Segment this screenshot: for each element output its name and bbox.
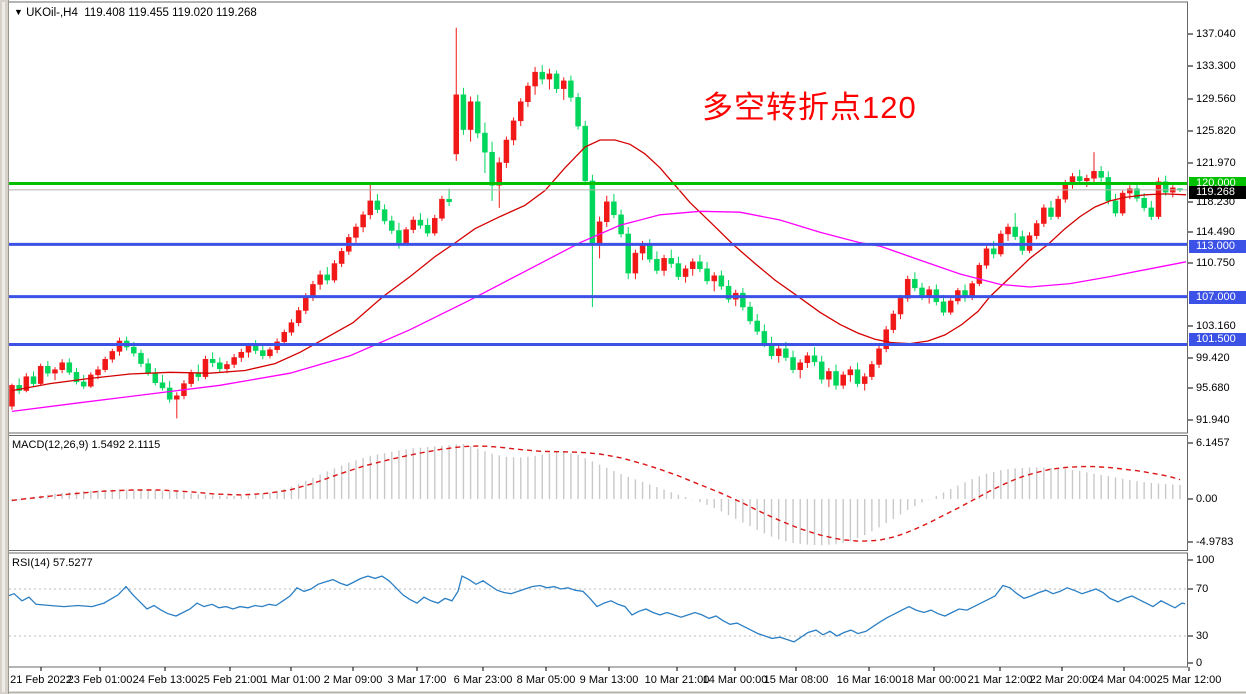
time-axis-label: 8 Mar 05:00	[516, 674, 576, 686]
price-level-badge: 101.500	[1189, 333, 1246, 346]
chart-header: ▼ UKOil-,H4 119.408 119.455 119.020 119.…	[14, 7, 257, 19]
ohlc-low: 119.020	[172, 7, 213, 19]
candles	[9, 27, 1183, 419]
time-axis-label: 16 Mar 16:00	[836, 674, 902, 686]
time-axis-label: 15 Mar 08:00	[763, 674, 829, 686]
ma-slow-line	[11, 210, 1187, 413]
time-axis-label: 2 Mar 09:00	[323, 674, 383, 686]
price-axis-label: 99.420	[1196, 352, 1230, 364]
indicator-axis-label: 6.1457	[1196, 437, 1230, 449]
annotation-text: 多空转折点120	[702, 90, 917, 125]
macd-values: 1.5492 2.1115	[91, 439, 161, 451]
indicator-axis-label: 30	[1196, 630, 1209, 642]
time-axis-label: 24 Mar 04:00	[1091, 674, 1157, 686]
time-axis-label: 21 Feb 2022	[10, 674, 72, 686]
rsi-line	[7, 575, 1186, 643]
ohlc-open: 119.408	[84, 7, 125, 19]
macd-indicator-header: MACD(12,26,9) 1.5492 2.1115	[12, 439, 160, 451]
price-axis-label: 121.970	[1196, 157, 1236, 169]
time-axis-label: 25 Mar 12:00	[1156, 674, 1222, 686]
horizontal-level-lines	[9, 182, 1187, 346]
price-level-badge: 113.000	[1189, 240, 1246, 253]
rsi-label: RSI(14)	[12, 557, 50, 569]
indicator-axis-label: 0.00	[1196, 493, 1218, 505]
time-axis-label: 24 Feb 13:00	[132, 674, 198, 686]
price-axis-label: 103.160	[1196, 320, 1236, 332]
price-axis-label: 95.680	[1196, 382, 1230, 394]
ma-fast-line	[11, 139, 1187, 392]
time-axis-label: 10 Mar 21:00	[644, 674, 710, 686]
time-axis-label: 9 Mar 13:00	[579, 674, 639, 686]
price-axis-label: 137.040	[1196, 28, 1236, 40]
macd-label: MACD(12,26,9)	[12, 439, 89, 451]
time-axis-label: 1 Mar 01:00	[261, 674, 321, 686]
rsi-value: 57.5277	[52, 557, 93, 569]
price-level-badge: 119.268	[1189, 186, 1246, 199]
time-axis-label: 14 Mar 00:00	[702, 674, 768, 686]
indicator-axis-label: 0	[1196, 657, 1203, 669]
time-axis-label: 18 Mar 00:00	[901, 674, 967, 686]
indicator-axis-label: 70	[1196, 583, 1209, 595]
ohlc-high: 119.455	[128, 7, 169, 19]
price-axis-label: 129.560	[1196, 93, 1236, 105]
price-axis-label: 91.940	[1196, 414, 1230, 426]
collapse-arrow-icon[interactable]: ▼	[14, 7, 23, 17]
price-axis-label: 114.490	[1196, 226, 1235, 238]
indicator-axis-label: -4.9783	[1196, 536, 1234, 548]
symbol-timeframe-label: UKOil-,H4	[26, 7, 78, 19]
time-axis-label: 21 Mar 12:00	[967, 674, 1033, 686]
price-axis-label: 110.750	[1196, 257, 1235, 269]
time-axis-label: 23 Feb 01:00	[67, 674, 133, 686]
window-left-edge	[0, 0, 9, 694]
price-level-badge: 107.000	[1189, 291, 1246, 304]
rsi-panel-content	[7, 575, 1187, 643]
time-axis-label: 3 Mar 17:00	[387, 674, 447, 686]
time-axis-label: 22 Mar 20:00	[1029, 674, 1095, 686]
rsi-indicator-header: RSI(14) 57.5277	[12, 557, 93, 569]
price-axis-label: 118.230	[1196, 196, 1235, 208]
price-axis-label: 125.820	[1196, 125, 1236, 137]
time-axis-label: 6 Mar 23:00	[453, 674, 513, 686]
indicator-axis-label: 100	[1196, 554, 1215, 566]
time-axis-label: 25 Feb 21:00	[197, 674, 263, 686]
price-axis-label: 133.300	[1196, 60, 1236, 72]
axis-ticks	[40, 33, 1193, 671]
ohlc-close: 119.268	[216, 7, 257, 19]
